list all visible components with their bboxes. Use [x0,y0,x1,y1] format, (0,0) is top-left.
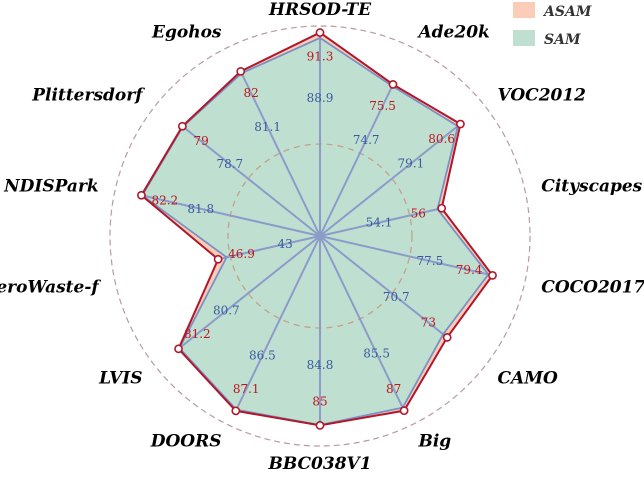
category-label-doors: DOORS [150,432,222,452]
value-label-sam-egohos: 81.1 [254,120,281,134]
value-label-asam-camo: 73 [421,315,436,329]
value-label-asam-bbc038v1: 85 [312,394,327,408]
value-label-sam-zerowaste-f: 43 [277,237,292,251]
legend-swatch-sam [513,30,535,46]
value-label-sam-plittersdorf: 78.7 [216,157,243,171]
value-label-asam-ade20k: 75.5 [369,99,396,113]
value-label-sam-camo: 70.7 [383,290,410,304]
marker-asam-voc2012 [456,119,465,129]
value-label-sam-hrsod-te: 88.9 [307,91,334,105]
value-label-sam-ndispark: 81.8 [187,202,214,216]
spoke-zerowaste-f [217,235,321,261]
marker-asam-big [399,406,409,416]
value-label-sam-cityscapes: 54.1 [366,216,393,230]
spoke-coco2017 [319,235,493,277]
outer-grid-ring [109,25,531,447]
value-label-asam-ndispark: 82.2 [151,194,178,208]
category-label-cityscapes: Cityscapes [541,176,642,196]
spoke-big [319,235,406,412]
marker-asam-cityscapes [437,203,447,213]
category-label-ade20k: Ade20k [416,22,489,42]
marker-asam-bbc038v1 [315,421,325,430]
value-label-asam-plittersdorf: 79 [193,134,208,148]
marker-asam-doors [231,406,241,416]
legend-label-asam: ASAM [542,4,592,20]
value-label-sam-coco2017: 77.5 [417,254,444,268]
spoke-egohos [239,70,321,237]
category-label-zerowaste-f: ZeroWaste-f [0,278,101,298]
value-label-asam-lvis: 81.2 [184,327,211,341]
category-label-hrsod-te: HRSOD-TE [268,0,372,20]
category-label-lvis: LVIS [98,369,142,389]
category-label-voc2012: VOC2012 [497,85,586,105]
plot-area: 91.3 88.9 75.5 74.7 80.679.1 56 54.1 79.4 77.5 73… [0,0,644,474]
marker-asam-ade20k [388,80,398,89]
category-label-big: Big [417,432,451,452]
category-label-bbc038v1: BBC038V1 [267,454,371,474]
marker-asam-ndispark [137,190,146,200]
spoke-cityscapes [319,207,442,237]
value-label-asam-cityscapes: 56 [411,207,426,221]
value-label-sam-voc2012: 79.1 [398,157,425,171]
marker-asam-hrsod-te [315,28,325,37]
value-label-sam-ade20k: 74.7 [353,133,380,147]
spoke-voc2012 [319,123,462,237]
value-label-asam-hrsod-te: 91.3 [307,50,334,64]
spoke-ade20k [319,83,394,237]
value-label-asam-zerowaste-f: 46.9 [228,247,255,261]
value-label-asam-big: 87 [386,382,401,396]
value-label-sam-lvis: 80.7 [213,304,240,318]
category-label-coco2017: COCO2017 [541,278,644,298]
legend: ASAM SAM [513,2,592,48]
value-label-sam-big: 85.5 [363,347,390,361]
category-label-egohos: Egohos [151,22,222,42]
value-label-asam-doors: 87.1 [233,382,260,396]
spoke-plittersdorf [181,125,321,237]
value-label-sam-bbc038v1: 84.8 [307,358,334,372]
spoke-lvis [177,235,321,350]
marker-asam-coco2017 [488,270,497,280]
value-label-asam-egohos: 82 [243,86,258,100]
value-label-asam-coco2017: 79.4 [456,263,483,277]
value-label-sam-doors: 86.5 [249,349,276,363]
marker-asam-egohos [236,66,246,76]
category-label-plittersdorf: Plittersdorf [31,85,145,105]
legend-swatch-asam [513,2,535,18]
spoke-ndispark [141,194,321,237]
spoke-camo [319,235,448,339]
value-label-asam-voc2012: 80.6 [428,132,455,146]
spoke-doors [234,235,321,412]
category-label-ndispark: NDISPark [3,176,99,196]
marker-asam-camo [442,333,452,342]
marker-asam-plittersdorf [177,121,187,131]
category-label-camo: CAMO [497,369,558,389]
marker-asam-zerowaste-f [213,254,223,264]
marker-asam-lvis [174,344,183,354]
legend-label-sam: SAM [544,32,581,48]
